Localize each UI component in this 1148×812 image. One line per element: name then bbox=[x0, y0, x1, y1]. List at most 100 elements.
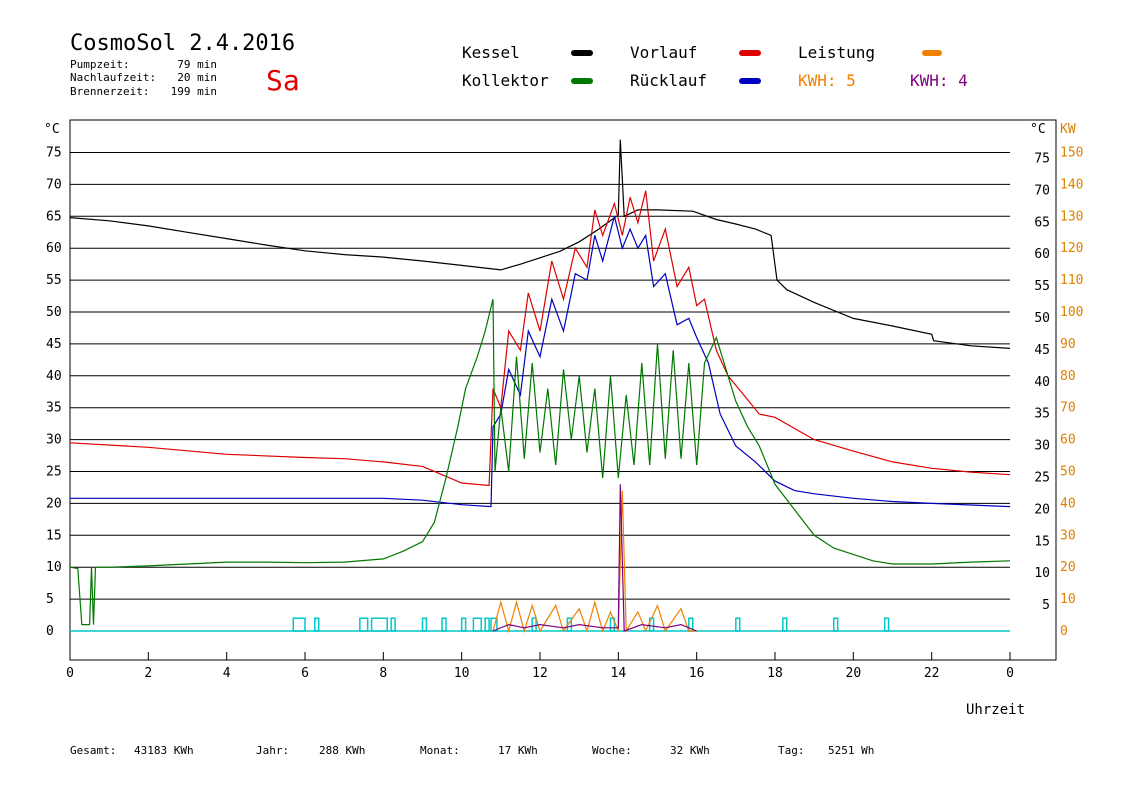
y-tick-right-kw-30: 30 bbox=[1060, 528, 1076, 543]
plot-frame bbox=[69, 119, 1057, 661]
footer-totals: Gesamt: 43183 KWh Jahr: 288 KWh Monat: 1… bbox=[70, 744, 874, 757]
y-tick-right-kw-20: 20 bbox=[1060, 560, 1076, 575]
y-tick-left-55: 55 bbox=[46, 273, 62, 288]
y-tick-right-kw-100: 100 bbox=[1060, 305, 1083, 320]
x-tick-label-1: 2 bbox=[144, 666, 152, 681]
footer-week-value: 32 KWh bbox=[670, 744, 710, 757]
footer-day-value: 5251 Wh bbox=[828, 744, 874, 757]
x-tick-label-8: 16 bbox=[689, 666, 705, 681]
pump-pulse-11 bbox=[531, 617, 537, 632]
legend: Kessel Kollektor Vorlauf Rücklauf Leistu… bbox=[462, 43, 968, 90]
y-tick-right-c-30: 30 bbox=[1034, 439, 1050, 454]
y-tick-left-60: 60 bbox=[46, 241, 62, 256]
footer-week-label: Woche: bbox=[592, 744, 632, 757]
y-tick-left-45: 45 bbox=[46, 337, 62, 352]
legend-kwh-purple: KWH: 4 bbox=[910, 71, 968, 90]
y-tick-right-kw-60: 60 bbox=[1060, 433, 1076, 448]
pump-pulse-16 bbox=[735, 617, 741, 632]
y-tick-left-40: 40 bbox=[46, 369, 62, 384]
y-tick-right-c-25: 25 bbox=[1034, 471, 1050, 486]
series-leistung-line bbox=[492, 490, 697, 634]
y-tick-right-kw-70: 70 bbox=[1060, 401, 1076, 416]
y-tick-right-c-60: 60 bbox=[1034, 247, 1050, 262]
y-tick-left-70: 70 bbox=[46, 177, 62, 192]
pump-pulse-17 bbox=[782, 617, 788, 632]
pump-pulse-6 bbox=[441, 617, 447, 632]
y-tick-right-c-40: 40 bbox=[1034, 375, 1050, 390]
y-tick-right-kw-40: 40 bbox=[1060, 496, 1076, 511]
series-ruecklauf-line bbox=[70, 216, 1011, 508]
y-tick-right-kw-140: 140 bbox=[1060, 177, 1083, 192]
y-tick-left-50: 50 bbox=[46, 305, 62, 320]
series-kessel-line bbox=[69, 139, 1011, 349]
y-tick-right-kw-150: 150 bbox=[1060, 146, 1083, 161]
legend-leistung-label: Leistung bbox=[798, 43, 875, 62]
y-tick-right-c-65: 65 bbox=[1034, 215, 1050, 230]
y-tick-left-15: 15 bbox=[46, 528, 62, 543]
y-tick-right-c-20: 20 bbox=[1034, 502, 1050, 517]
x-tick-label-7: 14 bbox=[611, 666, 627, 681]
series-kollektor-line bbox=[69, 299, 1011, 626]
y-tick-right-kw-0: 0 bbox=[1060, 624, 1068, 639]
y-tick-right-kw-90: 90 bbox=[1060, 337, 1076, 352]
y-tick-left-5: 5 bbox=[46, 592, 54, 607]
y-tick-right-c-35: 35 bbox=[1034, 407, 1050, 422]
y-tick-right-c-5: 5 bbox=[1042, 598, 1050, 613]
x-tick-label-10: 20 bbox=[846, 666, 862, 681]
pump-pulse-7 bbox=[460, 617, 467, 632]
x-tick-label-12: 0 bbox=[1006, 666, 1014, 681]
x-tick-label-4: 8 bbox=[379, 666, 387, 681]
y-tick-right-kw-120: 120 bbox=[1060, 241, 1083, 256]
y-axis-right-unit-kw: KW bbox=[1060, 122, 1076, 137]
x-tick-label-5: 10 bbox=[454, 666, 470, 681]
pump-pulse-3 bbox=[370, 617, 389, 632]
y-tick-right-kw-130: 130 bbox=[1060, 209, 1083, 224]
y-tick-right-kw-50: 50 bbox=[1060, 465, 1076, 480]
x-tick-label-3: 6 bbox=[301, 666, 309, 681]
y-axis-left-unit: °C bbox=[44, 122, 60, 137]
y-tick-left-0: 0 bbox=[46, 624, 54, 639]
series-vorlauf-line bbox=[69, 190, 1011, 487]
y-tick-left-10: 10 bbox=[46, 560, 62, 575]
pump-pulse-0 bbox=[292, 617, 306, 632]
x-tick-label-11: 22 bbox=[924, 666, 940, 681]
pump-pulse-18 bbox=[833, 617, 839, 632]
y-axis-right-unit-c: °C bbox=[1030, 122, 1046, 137]
y-tick-right-c-45: 45 bbox=[1034, 343, 1050, 358]
footer-total-value: 43183 KWh bbox=[134, 744, 194, 757]
series-kwh4-line bbox=[492, 484, 697, 632]
burner-time-value: 199 min bbox=[171, 85, 217, 98]
footer-year-label: Jahr: bbox=[256, 744, 289, 757]
after-run-time-value: 20 min bbox=[177, 71, 217, 84]
y-tick-right-c-70: 70 bbox=[1034, 183, 1050, 198]
y-tick-left-65: 65 bbox=[46, 209, 62, 224]
pump-time-value: 79 min bbox=[177, 58, 217, 71]
y-tick-right-kw-110: 110 bbox=[1060, 273, 1083, 288]
pump-pulse-19 bbox=[883, 617, 890, 632]
plot-area: 0510152025303540455055606570755101520253… bbox=[46, 119, 1083, 681]
y-tick-left-30: 30 bbox=[46, 433, 62, 448]
y-tick-right-kw-10: 10 bbox=[1060, 592, 1076, 607]
after-run-time-label: Nachlaufzeit: bbox=[70, 71, 156, 84]
x-tick-label-2: 4 bbox=[223, 666, 231, 681]
legend-vorlauf-label: Vorlauf bbox=[630, 43, 697, 62]
pump-time-label: Pumpzeit: bbox=[70, 58, 130, 71]
x-axis-label: Uhrzeit bbox=[966, 702, 1025, 718]
footer-total-label: Gesamt: bbox=[70, 744, 116, 757]
pump-pulse-2 bbox=[359, 617, 369, 632]
legend-kessel-label: Kessel bbox=[462, 43, 520, 62]
footer-month-value: 17 KWh bbox=[498, 744, 538, 757]
day-label: Sa bbox=[266, 64, 300, 97]
chart-title: CosmoSol 2.4.2016 bbox=[70, 31, 295, 56]
y-tick-right-c-50: 50 bbox=[1034, 311, 1050, 326]
pump-pulse-9 bbox=[484, 617, 490, 632]
pump-pulse-4 bbox=[390, 617, 396, 632]
legend-kollektor-label: Kollektor bbox=[462, 71, 549, 90]
y-tick-left-35: 35 bbox=[46, 401, 62, 416]
y-tick-right-c-75: 75 bbox=[1034, 152, 1050, 167]
footer-year-value: 288 KWh bbox=[319, 744, 365, 757]
x-tick-label-0: 0 bbox=[66, 666, 74, 681]
pump-pulse-5 bbox=[421, 617, 428, 632]
y-tick-right-c-10: 10 bbox=[1034, 566, 1050, 581]
